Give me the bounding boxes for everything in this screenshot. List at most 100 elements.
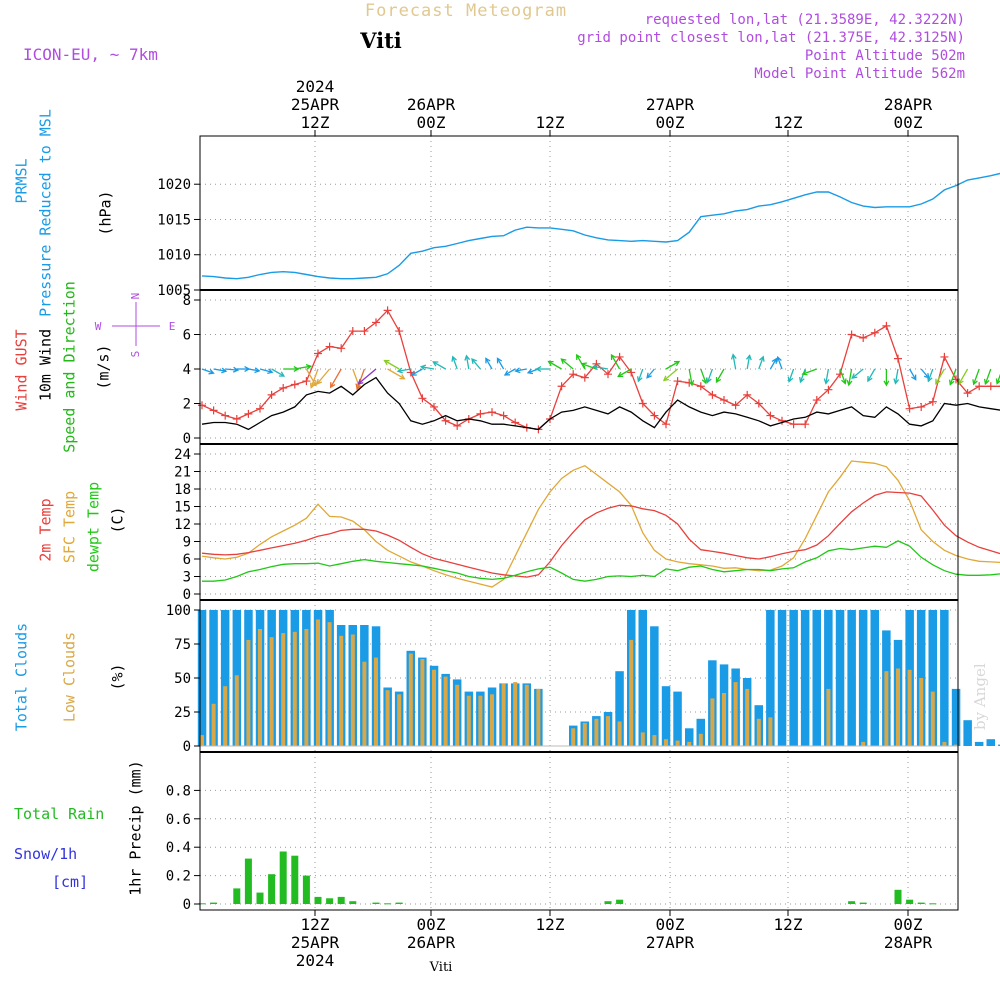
wind-gust-marker bbox=[836, 370, 844, 379]
total-clouds-bar bbox=[824, 610, 833, 746]
wind-arrow-shaft bbox=[305, 368, 317, 386]
wind-arrow-shaft bbox=[715, 368, 725, 383]
wind-direction-arrow bbox=[330, 368, 342, 389]
wind-gust-marker bbox=[662, 420, 670, 429]
top-time-date-label: 25APR bbox=[291, 95, 340, 114]
low-clouds-bar bbox=[606, 716, 610, 746]
wind-direction-arrow bbox=[355, 368, 366, 391]
wind-arrow-shaft bbox=[384, 359, 400, 370]
low-clouds-bar bbox=[397, 694, 402, 746]
wind-direction-arrow bbox=[787, 368, 795, 383]
wind-arrow-shaft bbox=[700, 368, 707, 384]
footer-location: Viti bbox=[429, 960, 453, 975]
wind-arrow-head bbox=[309, 382, 316, 389]
wind-arrow-shaft bbox=[799, 368, 806, 383]
wind-arrow-head bbox=[759, 355, 765, 362]
y-tick-label-clouds: 25 bbox=[174, 705, 191, 721]
wind-arrow-head bbox=[646, 372, 652, 379]
rain-bar bbox=[244, 858, 252, 904]
wind-gust-marker bbox=[801, 420, 810, 429]
wind-gust-marker bbox=[940, 352, 949, 361]
wind-arrow-shaft bbox=[617, 368, 632, 378]
wind-arrow-shaft bbox=[310, 368, 319, 388]
model-altitude: Model Point Altitude 562m bbox=[754, 66, 965, 82]
wind-arrow-head bbox=[514, 367, 521, 374]
low-clouds-bar bbox=[339, 635, 344, 746]
rain-bar bbox=[268, 874, 276, 904]
wind-arrow-head bbox=[662, 375, 670, 382]
wind-gust-marker bbox=[859, 333, 868, 342]
wind-direction-arrow bbox=[983, 368, 992, 386]
wind-direction-arrow bbox=[471, 357, 481, 370]
y-tick-label-wind: 4 bbox=[183, 362, 191, 378]
wind-direction-arrow bbox=[995, 373, 1000, 385]
low-clouds-bar bbox=[907, 669, 912, 746]
wind-direction-arrow bbox=[580, 362, 597, 370]
y-tick-label-temp: 3 bbox=[183, 570, 191, 586]
low-clouds-bar bbox=[420, 659, 425, 746]
wind-arrow-shaft bbox=[839, 368, 846, 384]
rain-bar bbox=[859, 902, 867, 904]
wind-gust-marker bbox=[348, 327, 357, 336]
panel-frame-wind bbox=[199, 289, 959, 445]
low-clouds-bar bbox=[687, 741, 692, 746]
top-time-date-label: 27APR bbox=[646, 95, 695, 114]
total-clouds-bar bbox=[812, 610, 821, 746]
wind-arrow-shaft bbox=[788, 368, 795, 382]
wind-direction-arrow bbox=[309, 368, 319, 389]
panel-label-clouds: Total Clouds bbox=[13, 623, 31, 731]
wind-gust-marker bbox=[638, 399, 647, 408]
dewpt-temp-line bbox=[202, 540, 1000, 582]
wind-direction-arrow bbox=[846, 368, 853, 387]
low-clouds-bar bbox=[246, 639, 251, 746]
low-clouds-bar bbox=[258, 629, 262, 746]
wind-direction-arrow bbox=[383, 359, 400, 370]
total-clouds-bar bbox=[974, 741, 984, 746]
rain-bar bbox=[906, 899, 914, 904]
wind-gust-marker bbox=[673, 377, 682, 386]
wind-arrow-shaft bbox=[663, 368, 679, 381]
low-clouds-bar bbox=[292, 631, 297, 746]
model-label: ICON-EU, ~ 7km bbox=[23, 45, 158, 64]
wind-arrow-head bbox=[592, 364, 599, 371]
wind-gust-marker bbox=[917, 402, 926, 411]
wind-direction-arrow bbox=[700, 368, 708, 385]
wind-arrow-head bbox=[673, 360, 681, 367]
wind-arrow-shaft bbox=[769, 358, 777, 370]
y-tick-label-precip: 0 bbox=[183, 897, 191, 913]
low-clouds-bar bbox=[698, 733, 703, 746]
wind-arrow-shaft bbox=[909, 368, 917, 380]
wind-arrow-head bbox=[958, 378, 964, 385]
wind-direction-arrow bbox=[213, 367, 228, 374]
wind-gust-marker bbox=[557, 382, 566, 391]
wind-direction-arrow bbox=[935, 368, 945, 385]
wind-arrow-shaft bbox=[225, 368, 238, 371]
wind-direction-arrow bbox=[839, 368, 847, 385]
top-time-hour-label: 00Z bbox=[417, 113, 446, 132]
low-clouds-bar bbox=[432, 669, 436, 746]
pressure-line bbox=[201, 172, 1000, 280]
wind-arrow-shaft bbox=[357, 368, 377, 385]
wind-arrow-shaft bbox=[851, 368, 864, 379]
wind-direction-arrow bbox=[592, 364, 609, 371]
low-clouds-bar bbox=[478, 695, 483, 746]
low-clouds-bar bbox=[327, 622, 332, 746]
wind-gust-marker bbox=[209, 406, 218, 415]
y-tick-label-temp: 6 bbox=[183, 552, 191, 568]
total-clouds-bar bbox=[858, 610, 868, 746]
wind-arrow-head bbox=[923, 372, 930, 380]
wind-gust-marker bbox=[453, 421, 462, 430]
rain-bar bbox=[302, 875, 310, 904]
wind-arrow-head bbox=[617, 371, 624, 378]
wind-arrow-shaft bbox=[949, 368, 957, 385]
low-clouds-bar bbox=[826, 688, 831, 746]
wind-direction-arrow bbox=[958, 368, 969, 385]
rain-bar bbox=[233, 888, 241, 904]
wind-arrow-shaft bbox=[330, 368, 342, 388]
low-clouds-bar bbox=[930, 691, 935, 746]
panel-label-clouds: Low Clouds bbox=[61, 632, 79, 722]
top-time-hour-label: 12Z bbox=[301, 113, 330, 132]
wind-arrow-head bbox=[357, 378, 364, 385]
y-tick-label-pressure: 1005 bbox=[157, 283, 191, 299]
wind-arrow-shaft bbox=[610, 354, 621, 370]
